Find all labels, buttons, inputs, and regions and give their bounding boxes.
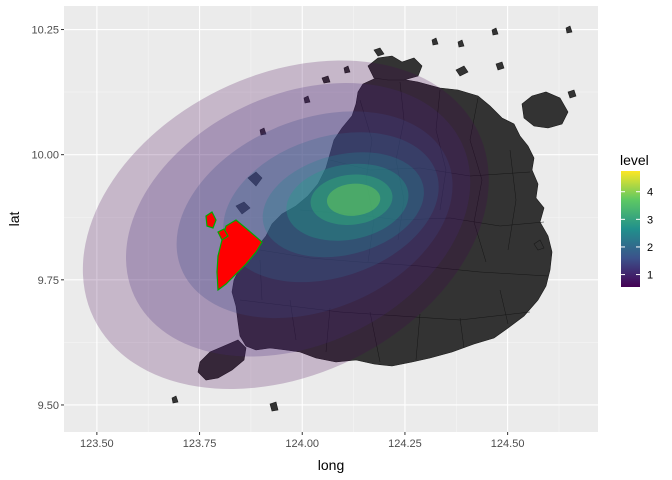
density-contour-level-0.5 [82,60,489,390]
x-tick-label: 123.75 [183,438,217,450]
y-axis: 9.50 9.75 10.00 10.25 [31,25,64,412]
islet-7 [321,75,331,84]
x-tick-label: 123.50 [80,438,114,450]
islet-3 [457,39,465,48]
density-contours [82,60,489,390]
legend-title: level [620,152,649,168]
y-tick-label: 10.00 [31,150,59,162]
legend-tick-label: 1 [647,270,653,282]
y-tick-label: 9.75 [38,275,59,287]
legend-tick-label: 2 [647,242,653,254]
islet-12 [247,171,263,187]
islet-13 [235,201,251,215]
y-axis-title: lat [6,212,22,227]
legend-colorbar [621,171,640,287]
density-contour-level-2 [223,132,439,283]
islet-11 [259,127,267,136]
x-tick-label: 124.25 [388,438,422,450]
highlight-islet-b [217,228,229,241]
legend-tick-label: 4 [647,187,653,199]
density-contour-level-1.5 [176,111,453,319]
island-north-lobe [367,55,423,81]
island-main-body [231,77,553,367]
islet-8 [565,25,573,34]
x-tick-label: 124.00 [285,438,319,450]
highlight-region [205,211,263,292]
highlight-main [216,219,263,292]
islet-2 [431,37,439,46]
islet-9 [567,89,577,99]
x-axis: 123.50 123.75 124.00 124.25 124.50 [80,432,524,450]
islet-15 [269,401,279,412]
legend-tick-label: 3 [647,214,653,226]
islet-16 [533,239,545,251]
islet-5 [491,27,499,36]
x-axis-title: long [318,457,344,473]
density-contour-level-1 [126,83,471,357]
legend-ticks: 1 2 3 4 [621,187,653,282]
y-tick-label: 9.50 [38,400,59,412]
y-tick-label: 10.25 [31,25,59,37]
islet-4 [455,65,469,77]
x-tick-label: 124.50 [491,438,525,450]
density-contour-level-3 [286,163,409,241]
density-contour-level-2.5 [262,152,424,258]
islet-6 [495,61,505,71]
islet-10 [303,95,311,104]
municipal-boundaries [239,81,549,363]
density-contour-level-4 [326,183,381,216]
island-east-lobe [521,91,569,129]
highlight-islet-a [205,211,217,229]
island-land [171,25,577,412]
density-contour-level-3.5 [310,174,393,225]
islet-17 [343,65,351,74]
islet-1 [373,47,385,57]
islet-14 [171,395,179,404]
island-southwest [197,339,247,381]
legend: level 1 2 3 4 [620,152,653,287]
